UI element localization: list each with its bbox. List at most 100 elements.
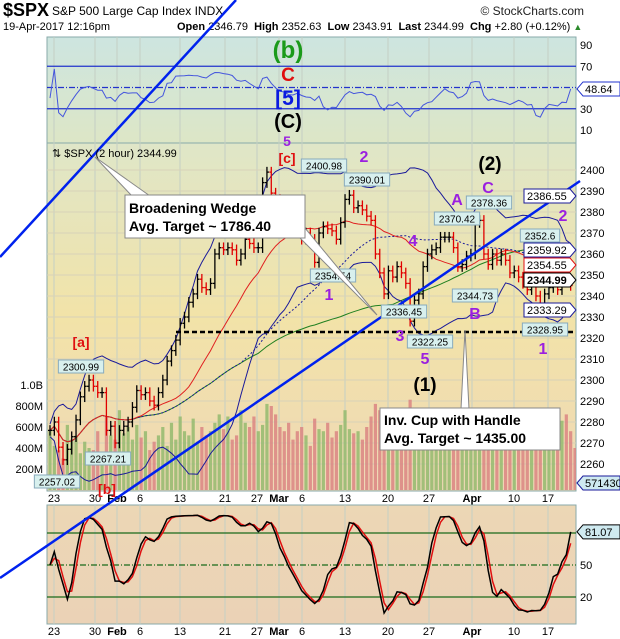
callout-box bbox=[124, 194, 306, 239]
ohlc-bar bbox=[182, 311, 187, 329]
volume-bar bbox=[204, 435, 208, 490]
price-label: 2400.98 bbox=[306, 162, 343, 173]
date-tick-label: 10 bbox=[508, 493, 520, 505]
date-tick-label: 27 bbox=[251, 493, 263, 505]
wave-label: 2 bbox=[360, 149, 369, 166]
ohlc-bar bbox=[204, 282, 209, 295]
price-label: 2267.21 bbox=[90, 455, 127, 466]
wave-label: (C) bbox=[274, 111, 302, 133]
volume-bar bbox=[265, 403, 269, 490]
ohlc-bar bbox=[429, 244, 434, 260]
volume-bar bbox=[360, 439, 364, 490]
price-axis-tag-box bbox=[523, 302, 577, 318]
volume-bar bbox=[291, 439, 295, 490]
volume-bar bbox=[100, 458, 104, 490]
wave-label: 4 bbox=[409, 233, 418, 250]
last-value: 2344.99 bbox=[424, 21, 464, 33]
ohlc-bar bbox=[208, 278, 213, 295]
volume-bar bbox=[182, 431, 187, 490]
ohlc-bar bbox=[442, 231, 447, 243]
price-label: 2370.42 bbox=[439, 215, 476, 226]
volume-bar bbox=[369, 416, 373, 490]
date-tick-label: 10 bbox=[508, 626, 520, 638]
date-tick-label: 17 bbox=[542, 626, 554, 638]
oscillator-line bbox=[49, 514, 572, 615]
up-arrow-icon: ▲ bbox=[573, 22, 583, 32]
volume-bar bbox=[208, 431, 213, 490]
wave-label: 2 bbox=[559, 208, 568, 225]
ohlc-bar bbox=[425, 248, 430, 272]
symbol: $SPX bbox=[3, 0, 50, 20]
volume-bar bbox=[321, 431, 325, 490]
price-axis-tag: 2359.92 bbox=[527, 245, 567, 257]
volume-bar bbox=[556, 418, 560, 490]
volume-bar bbox=[239, 410, 243, 490]
cup-target: Avg. Target ~ 1435.00 bbox=[384, 430, 526, 446]
price-label: 2344.73 bbox=[457, 292, 494, 303]
ohlc-bar bbox=[160, 374, 165, 398]
volume-bar bbox=[148, 450, 152, 490]
volume-bar bbox=[213, 422, 217, 490]
date-tick-label: 27 bbox=[423, 493, 435, 505]
symbol-name-text: S&P 500 Large Cap Index bbox=[52, 4, 192, 18]
volume-bar bbox=[243, 422, 247, 490]
volume-bar bbox=[313, 418, 317, 490]
volume-bar bbox=[87, 448, 91, 490]
volume-bar bbox=[399, 424, 404, 490]
volume-bar bbox=[130, 439, 135, 490]
broadening-wedge-callout: Broadening Wedge Avg. Target ~ 1786.40 bbox=[94, 156, 378, 316]
ohlc-bar bbox=[69, 431, 74, 455]
ma-long-line bbox=[49, 248, 571, 443]
price-label-box bbox=[33, 474, 81, 489]
top-last-value-tag: 48.64 bbox=[585, 84, 613, 96]
wave-label: B bbox=[469, 306, 481, 323]
volume-bar bbox=[391, 433, 395, 490]
volume-bar bbox=[464, 427, 469, 490]
volume-bar bbox=[317, 429, 321, 490]
volume-axis-tag-box bbox=[576, 475, 620, 491]
volume-bar bbox=[395, 431, 399, 490]
ohlc-bar bbox=[434, 242, 439, 256]
price-tick-label: 2330 bbox=[580, 312, 604, 324]
price-axis-tag: 2354.55 bbox=[527, 260, 567, 272]
date-tick-label: 13 bbox=[339, 626, 351, 638]
ohlc-bar bbox=[251, 238, 256, 253]
wave-labels-top: (b) C [5] (C) 5 [c] bbox=[273, 37, 304, 166]
ohlc-bar bbox=[139, 385, 144, 400]
price-axis-tag-box bbox=[523, 272, 577, 288]
ohlc-bar bbox=[325, 221, 330, 235]
volume-bar bbox=[438, 422, 443, 490]
volume-bar bbox=[91, 450, 95, 490]
date-tick-label: 23 bbox=[48, 493, 60, 505]
volume-bar bbox=[564, 414, 568, 490]
date-tick-label: 13 bbox=[339, 493, 351, 505]
price-tick-label: 2300 bbox=[580, 375, 604, 387]
ohlc-bar bbox=[421, 261, 426, 300]
top-tick-label: 70 bbox=[580, 61, 592, 73]
ohlc-bar bbox=[481, 215, 486, 260]
volume-bar bbox=[135, 424, 139, 490]
ohlc-bar bbox=[490, 248, 495, 270]
bottom-tick-label: 50 bbox=[580, 560, 592, 572]
ohlc-bar bbox=[173, 334, 178, 356]
wave-label: (b) bbox=[273, 37, 304, 64]
ohlc-bar bbox=[65, 444, 70, 466]
wave-label: C bbox=[482, 180, 494, 197]
volume-bar bbox=[161, 427, 165, 490]
bollinger-lower-line bbox=[49, 261, 571, 482]
ohlc-bar bbox=[147, 387, 152, 407]
symbol-name: S&P 500 Large Cap Index INDX bbox=[52, 4, 223, 18]
price-label-box bbox=[380, 304, 428, 319]
volume-bar bbox=[234, 435, 239, 490]
volume-bar bbox=[308, 445, 312, 490]
volume-bar bbox=[152, 441, 156, 490]
volume-bar bbox=[326, 422, 330, 490]
date-tick-label: Feb bbox=[107, 626, 127, 638]
volume-bar bbox=[247, 427, 252, 490]
price-label-box bbox=[433, 211, 481, 226]
volume-bar bbox=[330, 437, 334, 490]
date-tick-label: 30 bbox=[89, 626, 101, 638]
copyright: © StockCharts.com bbox=[480, 4, 584, 18]
price-tick-label: 2340 bbox=[580, 291, 604, 303]
wave-label: (1) bbox=[413, 375, 436, 396]
